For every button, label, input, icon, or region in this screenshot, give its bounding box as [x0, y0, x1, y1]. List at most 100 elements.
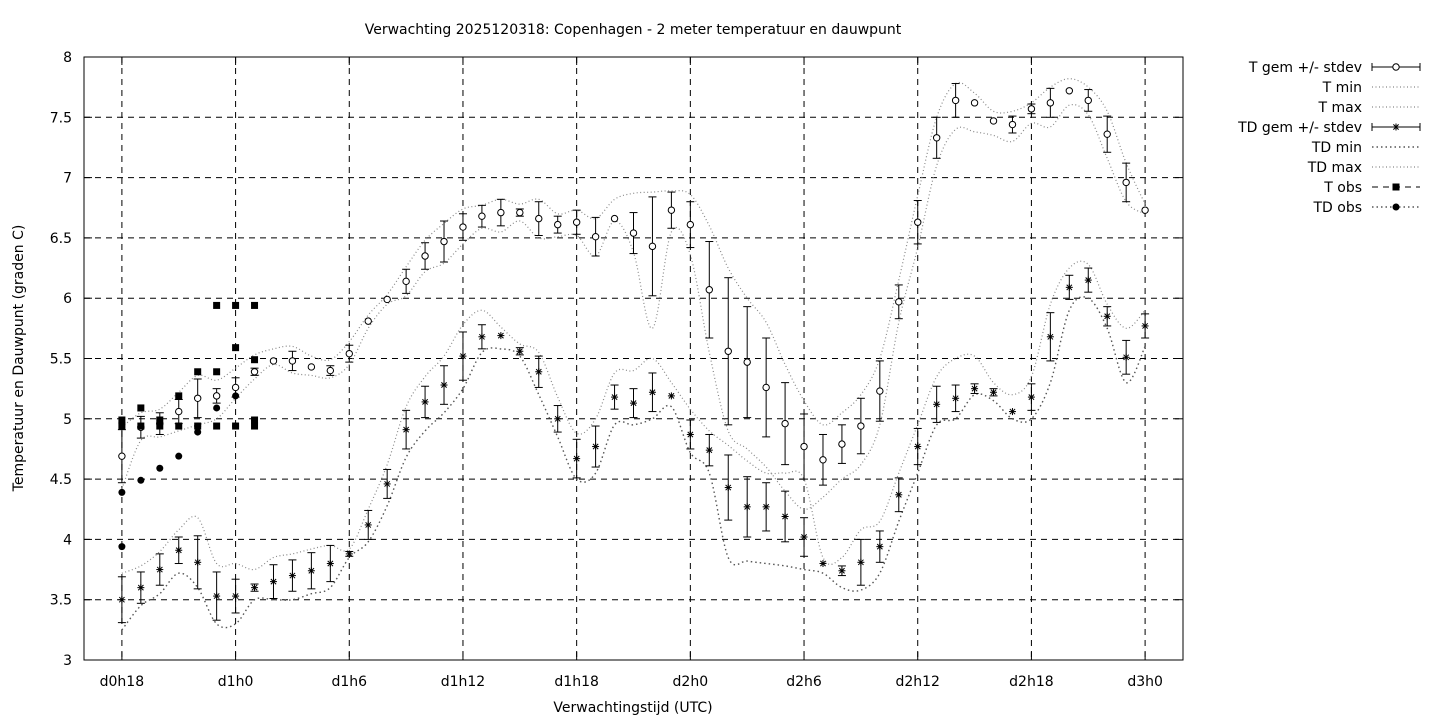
- y-tick-label: 6: [63, 291, 72, 307]
- td-mean-point: [1122, 353, 1130, 361]
- t-mean-point: [307, 363, 316, 371]
- x-tick-label: d2h18: [1009, 674, 1053, 690]
- td-mean-point-stroke: [744, 503, 751, 510]
- td-mean-point-stroke: [346, 550, 353, 557]
- t-mean-point: [857, 422, 865, 430]
- td-mean-point: [232, 592, 240, 600]
- t-mean-point: [762, 383, 770, 392]
- t-mean-point: [440, 237, 448, 246]
- t-mean-point: [497, 208, 505, 217]
- y-tick-label: 8: [63, 50, 72, 66]
- td-mean-point: [971, 385, 979, 393]
- td-mean-point: [1027, 393, 1035, 401]
- td-obs-point: [156, 464, 164, 472]
- legend-label: T min: [1322, 80, 1362, 96]
- td-mean-point-stroke: [365, 521, 372, 528]
- td-mean-point-stroke: [801, 534, 808, 540]
- td-mean-point-stroke: [459, 353, 466, 360]
- t-mean-point: [1008, 120, 1017, 129]
- td-mean-point-stroke: [820, 560, 826, 567]
- td-mean-point-stroke: [1028, 394, 1035, 401]
- t-mean-point: [781, 419, 789, 428]
- t-obs-point: [251, 356, 259, 364]
- t-mean-point: [743, 358, 751, 366]
- t-mean-point: [686, 220, 695, 229]
- x-tick-label: d3h0: [1127, 674, 1163, 690]
- td-mean-point: [1065, 283, 1073, 291]
- td-mean-point-stroke: [687, 431, 694, 438]
- t-mean-point: [1122, 178, 1130, 187]
- td-mean-point-stroke: [213, 593, 220, 600]
- y-tick-label: 3.5: [50, 593, 72, 609]
- td-mean-point: [364, 521, 372, 529]
- td-mean-point: [535, 368, 543, 376]
- td-obs-point: [251, 416, 259, 424]
- legend: T gem +/- stdev T min T max TD gem +/- stde…: [1237, 60, 1421, 216]
- min-max-bands: [121, 78, 1146, 631]
- td-mean-point-stroke: [251, 584, 258, 591]
- y-tick-label: 5: [63, 412, 72, 428]
- td-mean-point-stroke: [516, 348, 523, 355]
- td-mean-point: [724, 484, 732, 492]
- data-markers: [118, 87, 1149, 604]
- t-mean-point: [876, 387, 884, 395]
- t-mean-point: [895, 298, 903, 306]
- td-mean-point: [648, 388, 656, 396]
- td-mean-point-stroke: [1085, 277, 1092, 284]
- td-mean-point-stroke: [725, 484, 732, 491]
- td-mean-point-stroke: [384, 480, 391, 487]
- t-mean-point: [288, 357, 297, 365]
- t-mean-point: [838, 440, 846, 448]
- x-tick-label: d1h18: [554, 674, 598, 690]
- td-mean-point: [876, 543, 884, 551]
- td-mean-point-stroke: [175, 547, 182, 554]
- td-mean-point: [251, 584, 259, 592]
- t-obs-point: [232, 301, 240, 309]
- legend-label: T obs: [1323, 180, 1362, 196]
- td-mean-point: [573, 455, 581, 463]
- x-tick-label: d1h0: [218, 674, 254, 690]
- t-obs-point: [232, 344, 240, 352]
- td-mean-point: [1046, 333, 1054, 341]
- t-mean-point: [705, 286, 713, 294]
- t-mean-point: [591, 232, 600, 241]
- y-tick-label: 4: [63, 532, 72, 548]
- t-obs-point: [251, 301, 259, 309]
- td-mean-point-stroke: [611, 394, 618, 401]
- t-mean-point: [364, 317, 372, 325]
- td-mean-point-stroke: [1047, 333, 1054, 340]
- td-mean-point-stroke: [327, 560, 334, 567]
- td-mean-point: [175, 546, 183, 554]
- td-mean-point: [933, 400, 941, 408]
- td-mean-point-stroke: [895, 491, 902, 498]
- td-mean-point: [952, 394, 960, 402]
- td-obs-point: [194, 428, 202, 436]
- td-mean-point-stroke: [1104, 313, 1111, 320]
- td-mean-point-stroke: [573, 455, 580, 462]
- td-mean-point: [194, 558, 202, 566]
- td-mean-point: [478, 333, 486, 341]
- td-mean-point: [592, 443, 600, 451]
- td-mean-point: [383, 480, 391, 488]
- td-mean-point-stroke: [232, 593, 239, 600]
- td-mean-point: [762, 503, 770, 511]
- td-mean-point: [1008, 408, 1016, 416]
- t-obs-point: [251, 422, 259, 430]
- t-mean-point: [231, 383, 240, 392]
- t-mean-point: [345, 349, 353, 358]
- t-obs-point: [156, 416, 164, 424]
- y-axis-ticks: 3 3.5 4 4.5 5 5.5 6 6.5 7 7.5 8: [50, 50, 1183, 669]
- x-axis-ticks: d0h18 d1h0 d1h6 d1h12 d1h18 d2h0 d2h6 d2h12 d2h1…: [100, 57, 1163, 690]
- legend-marker: [1392, 123, 1400, 131]
- t-obs-point: [213, 368, 221, 376]
- x-tick-label: d1h6: [331, 674, 367, 690]
- plot-frame: [83, 56, 1184, 661]
- x-axis-label: Verwachtingstijd (UTC): [553, 700, 712, 716]
- td-mean-point: [269, 578, 277, 586]
- grid-lines: [84, 57, 1183, 660]
- td-mean-point-stroke: [933, 401, 940, 408]
- t-mean-point: [648, 242, 657, 251]
- t-obs-point: [137, 422, 145, 430]
- t-mean-point: [1046, 99, 1055, 107]
- chart-title: Verwachting 2025120318: Copenhagen - 2 m…: [365, 22, 902, 38]
